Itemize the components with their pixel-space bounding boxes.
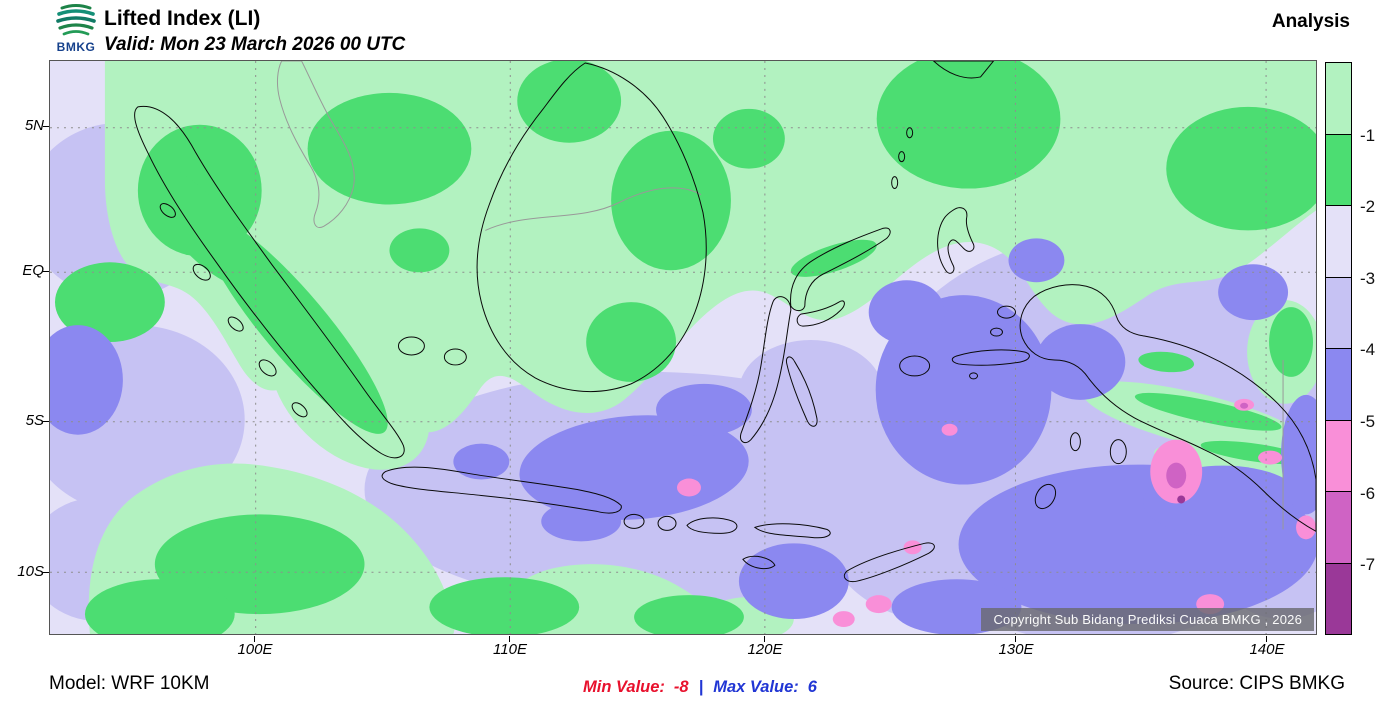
minmax-values: Min Value: -8 | Max Value: 6 <box>583 678 817 697</box>
legend-color-segment <box>1326 563 1351 634</box>
lon-tick <box>1266 636 1267 642</box>
minmax-separator: | <box>698 678 704 696</box>
model-label: Model: WRF 10KM <box>49 673 210 694</box>
page-title: Lifted Index (LI) <box>104 7 261 30</box>
max-value-number: 6 <box>807 678 817 696</box>
lon-tick <box>509 636 510 642</box>
graticule-gridlines <box>50 61 1316 634</box>
foreign-borders <box>276 61 1284 530</box>
min-value-label: Min Value: <box>583 678 665 696</box>
map-area: Copyright Sub Bidang Prediksi Cuaca BMKG… <box>49 60 1317 635</box>
legend-color-segment <box>1326 206 1351 278</box>
lat-tick <box>43 271 49 272</box>
legend-tick-label: -3 <box>1360 269 1376 288</box>
legend-tick-label: -6 <box>1360 484 1376 503</box>
contour-band-dark-purple <box>1177 495 1186 504</box>
lat-tick <box>43 126 49 127</box>
min-value-number: -8 <box>673 678 689 696</box>
colorbar <box>1325 62 1352 635</box>
lon-label-110e: 110E <box>493 641 527 658</box>
min-value: Min Value: -8 <box>583 678 689 697</box>
legend-color-segment <box>1326 277 1351 349</box>
colorbar-legend: -1 -2 -3 -4 -5 -6 -7 <box>1325 62 1395 635</box>
legend-tick-label: -4 <box>1360 340 1376 359</box>
lon-label-130e: 130E <box>998 641 1034 658</box>
lon-label-120e: 120E <box>747 641 783 658</box>
lat-label-5n: 5N <box>24 117 44 134</box>
contour-band-green <box>54 61 1316 634</box>
max-value-label: Max Value: <box>713 678 799 696</box>
copyright-overlay: Copyright Sub Bidang Prediksi Cuaca BMKG… <box>981 608 1314 631</box>
lat-label-5s: 5S <box>25 412 44 429</box>
lon-label-100e: 100E <box>237 641 273 658</box>
li-contour-map <box>50 61 1316 634</box>
max-value: Max Value: 6 <box>713 678 817 697</box>
legend-color-segment <box>1326 492 1351 564</box>
lon-tick <box>1015 636 1016 642</box>
bmkg-logo-text: BMKG <box>56 40 96 54</box>
source-label: Source: CIPS BMKG <box>1168 673 1345 694</box>
analysis-label: Analysis <box>1271 11 1350 32</box>
header-titles: Lifted Index (LI) Valid: Mon 23 March 20… <box>104 7 405 56</box>
lon-label-140e: 140E <box>1249 641 1285 658</box>
legend-tick-label: -7 <box>1360 555 1376 574</box>
contour-band-orchid <box>1166 402 1249 489</box>
coastlines <box>134 61 1316 583</box>
legend-color-segment <box>1326 134 1351 206</box>
bmkg-logo-icon <box>56 4 96 36</box>
legend-color-segment <box>1326 349 1351 421</box>
legend-color-segment <box>1326 420 1351 492</box>
contour-band-pink <box>677 398 1316 628</box>
legend-tick-label: -1 <box>1360 126 1376 145</box>
lat-label-10s: 10S <box>17 563 44 580</box>
valid-time-label: Valid: Mon 23 March 2026 00 UTC <box>104 34 406 55</box>
lat-label-eq: EQ <box>22 262 44 279</box>
legend-color-segment <box>1326 63 1351 135</box>
lat-tick <box>43 572 49 573</box>
lon-tick <box>764 636 765 642</box>
lat-tick <box>43 421 49 422</box>
legend-tick-label: -2 <box>1360 197 1376 216</box>
contour-band-medium-purple <box>50 238 1316 634</box>
legend-tick-label: -5 <box>1360 412 1376 431</box>
bmkg-logo: BMKG <box>50 3 102 54</box>
lon-tick <box>254 636 255 642</box>
